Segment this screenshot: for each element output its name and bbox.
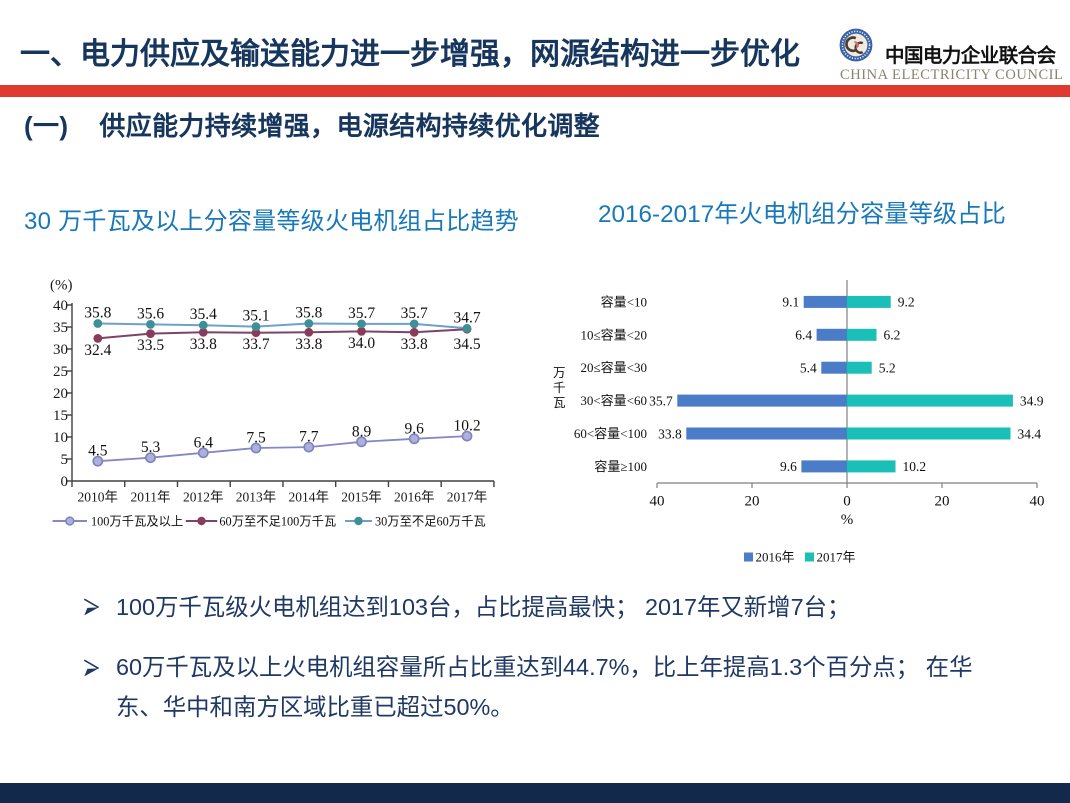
svg-text:瓦: 瓦 (553, 396, 566, 410)
svg-text:100万千瓦及以上: 100万千瓦及以上 (91, 515, 183, 529)
svg-text:34.4: 34.4 (1018, 426, 1042, 441)
svg-text:9.1: 9.1 (782, 295, 799, 310)
svg-text:0: 0 (61, 474, 69, 490)
svg-text:(%): (%) (50, 278, 73, 294)
svg-text:2017年: 2017年 (817, 550, 856, 565)
svg-text:10.2: 10.2 (903, 459, 927, 474)
svg-text:34.9: 34.9 (1020, 393, 1044, 408)
svg-text:32.4: 32.4 (84, 342, 111, 359)
svg-text:2010年: 2010年 (78, 490, 119, 505)
svg-text:9.6: 9.6 (780, 459, 797, 474)
svg-text:34.5: 34.5 (453, 336, 480, 353)
svg-text:33.8: 33.8 (190, 336, 217, 353)
svg-text:35.4: 35.4 (190, 306, 217, 323)
svg-text:9.6: 9.6 (405, 420, 425, 437)
svg-text:60万至不足100万千瓦: 60万至不足100万千瓦 (219, 515, 336, 529)
svg-text:35.6: 35.6 (137, 305, 164, 322)
svg-text:33.8: 33.8 (295, 336, 322, 353)
svg-text:35.7: 35.7 (649, 393, 673, 408)
svg-text:35.8: 35.8 (84, 305, 111, 322)
svg-text:35.7: 35.7 (401, 305, 428, 322)
svg-text:2017年: 2017年 (447, 490, 488, 505)
svg-text:6.4: 6.4 (795, 328, 812, 343)
svg-text:40: 40 (1030, 494, 1045, 510)
svg-text:2011年: 2011年 (131, 490, 171, 505)
svg-text:30<容量<60: 30<容量<60 (580, 393, 647, 408)
svg-text:9.2: 9.2 (898, 295, 915, 310)
svg-text:20: 20 (935, 494, 950, 510)
svg-text:33.5: 33.5 (137, 337, 164, 354)
svg-text:7.7: 7.7 (299, 429, 319, 446)
svg-text:15: 15 (53, 408, 68, 424)
svg-text:33.7: 33.7 (242, 336, 269, 353)
svg-text:5.4: 5.4 (800, 361, 817, 376)
svg-text:千: 千 (553, 381, 566, 395)
svg-text:5.2: 5.2 (879, 361, 896, 376)
svg-text:40: 40 (650, 494, 665, 510)
svg-text:35.1: 35.1 (242, 308, 269, 325)
svg-text:%: % (841, 512, 854, 528)
svg-text:4.5: 4.5 (88, 443, 108, 460)
svg-text:容量≥100: 容量≥100 (594, 459, 647, 474)
svg-text:30万至不足60万千瓦: 30万至不足60万千瓦 (375, 515, 486, 529)
svg-text:60<容量<100: 60<容量<100 (574, 426, 647, 441)
svg-text:40: 40 (53, 298, 68, 314)
svg-text:20: 20 (53, 386, 68, 402)
svg-text:5: 5 (61, 452, 69, 468)
svg-text:8.9: 8.9 (352, 423, 372, 440)
svg-text:10.2: 10.2 (453, 418, 480, 435)
svg-text:34.0: 34.0 (348, 335, 375, 352)
svg-text:万: 万 (553, 366, 566, 380)
svg-text:33.8: 33.8 (658, 426, 682, 441)
svg-text:7.5: 7.5 (246, 430, 266, 447)
svg-text:10: 10 (53, 430, 68, 446)
svg-text:35.8: 35.8 (295, 305, 322, 322)
svg-text:6.4: 6.4 (194, 434, 214, 451)
svg-text:6.2: 6.2 (884, 328, 901, 343)
svg-text:30: 30 (53, 342, 68, 358)
svg-text:35: 35 (53, 320, 68, 336)
svg-text:20: 20 (745, 494, 760, 510)
svg-text:2014年: 2014年 (289, 490, 330, 505)
svg-text:2016年: 2016年 (756, 550, 795, 565)
svg-text:2013年: 2013年 (236, 490, 277, 505)
svg-text:33.8: 33.8 (401, 336, 428, 353)
svg-text:34.7: 34.7 (453, 309, 480, 326)
svg-text:0: 0 (843, 494, 851, 510)
svg-text:容量<10: 容量<10 (601, 294, 647, 309)
svg-text:10≤容量<20: 10≤容量<20 (581, 327, 647, 342)
svg-text:35.7: 35.7 (348, 305, 375, 322)
svg-text:5.3: 5.3 (141, 439, 161, 456)
svg-text:2016年: 2016年 (394, 490, 435, 505)
svg-text:20≤容量<30: 20≤容量<30 (581, 360, 647, 375)
svg-text:2015年: 2015年 (341, 490, 382, 505)
svg-text:2012年: 2012年 (183, 490, 224, 505)
svg-text:25: 25 (53, 364, 68, 380)
